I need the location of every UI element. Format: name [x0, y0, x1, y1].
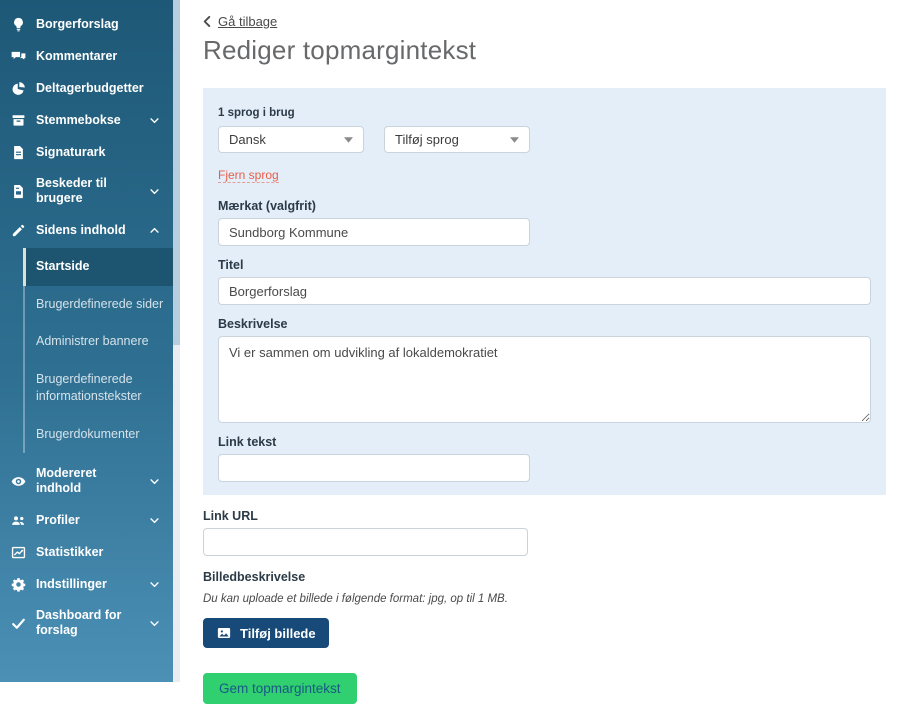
sidebar-item-label: Profiler: [36, 512, 80, 527]
lightbulb-icon: [10, 16, 27, 32]
image-description-label: Billedbeskrivelse: [203, 570, 306, 584]
add-image-button-label: Tilføj billede: [240, 625, 316, 641]
sidebar-item-label: Kommentarer: [36, 48, 118, 63]
title-field-label: Titel: [218, 258, 244, 272]
title-field-input[interactable]: [218, 277, 871, 305]
sidebar-item-sidens-indhold[interactable]: Sidens indhold: [0, 214, 173, 246]
description-field-group: Beskrivelse Vi er sammen om udvikling af…: [218, 317, 871, 423]
label-field-label: Mærkat (valgfrit): [218, 199, 316, 213]
caret-down-icon: [510, 136, 519, 143]
pie-chart-icon: [10, 80, 27, 96]
sidebar-subitem-startside[interactable]: Startside: [23, 248, 173, 286]
sidebar-subitem-brugerdefinerede-sider[interactable]: Brugerdefinerede sider: [36, 296, 164, 311]
description-field-textarea[interactable]: Vi er sammen om udvikling af lokaldemokr…: [218, 336, 871, 423]
sidebar-item-modereret-indhold[interactable]: Modereret indhold: [0, 458, 173, 504]
pencil-icon: [10, 222, 27, 238]
sidebar-item-indstillinger[interactable]: Indstillinger: [0, 568, 173, 600]
add-language-select[interactable]: Tilføj sprog: [384, 126, 530, 153]
page-title: Rediger topmargintekst: [203, 35, 477, 65]
sidebar-item-signaturark[interactable]: Signaturark: [0, 136, 173, 168]
sidebar-item-label: Borgerforslag: [36, 16, 119, 31]
sidebar-item-dashboard-for-forslag[interactable]: Dashboard for forslag: [0, 600, 173, 646]
sidebar-scrollbar-thumb[interactable]: [173, 0, 180, 345]
sidebar-item-label: Modereret indhold: [36, 466, 97, 495]
language-select[interactable]: Dansk: [218, 126, 364, 153]
language-select-value: Dansk: [229, 132, 266, 147]
eye-icon: [10, 473, 27, 489]
archive-icon: [10, 112, 27, 128]
sidebar-item-label: Indstillinger: [36, 576, 107, 591]
link-text-field-group: Link tekst: [218, 435, 871, 482]
languages-in-use-label: 1 sprog i brug: [218, 107, 295, 119]
add-language-select-value: Tilføj sprog: [395, 132, 459, 147]
main-content: Gå tilbage Rediger topmargintekst 1 spro…: [180, 0, 900, 704]
sidebar-item-stemmebokse[interactable]: Stemmebokse: [0, 104, 173, 136]
language-selects-row: Dansk Tilføj sprog: [218, 126, 871, 153]
image-upload-hint: Du kan uploade et billede i følgende for…: [203, 593, 508, 605]
sidebar-submenu: Startside Brugerdefinerede sider Adminis…: [23, 248, 173, 453]
sidebar-item-borgerforslag[interactable]: Borgerforslag: [0, 8, 173, 40]
sidebar-item-label: Statistikker: [36, 544, 104, 559]
sidebar-item-kommentarer[interactable]: Kommentarer: [0, 40, 173, 72]
go-back-link[interactable]: Gå tilbage: [218, 14, 278, 29]
sidebar-subitem-administrer-bannere[interactable]: Administrer bannere: [36, 334, 149, 348]
sidebar-item-label: Deltagerbudgetter: [36, 80, 144, 95]
sidebar-item-label: Signaturark: [36, 144, 106, 159]
sidebar-item-label: Dashboard for forslag: [36, 608, 122, 637]
chevron-left-icon: [203, 16, 211, 27]
users-icon: [10, 512, 27, 528]
file-invoice-icon: [10, 183, 27, 199]
language-form-panel: 1 sprog i brug Dansk Tilføj sprog Fjern …: [203, 88, 886, 495]
chevron-up-icon: [149, 225, 161, 236]
chart-line-icon: [10, 544, 27, 560]
comments-icon: [10, 48, 27, 64]
sidebar-subitem-brugerdokumenter[interactable]: Brugerdokumenter: [36, 426, 140, 441]
check-icon: [10, 615, 27, 631]
back-row: Gå tilbage: [203, 14, 886, 29]
label-field-input[interactable]: [218, 218, 530, 246]
sidebar-item-statistikker[interactable]: Statistikker: [0, 536, 173, 568]
remove-language-link[interactable]: Fjern sprog: [218, 168, 279, 184]
save-button-label: Gem topmargintekst: [219, 681, 341, 696]
link-url-field-input[interactable]: [203, 528, 528, 556]
chevron-down-icon: [149, 476, 161, 487]
link-text-field-input[interactable]: [218, 454, 530, 482]
description-field-label: Beskrivelse: [218, 317, 288, 331]
sidebar-item-label: Stemmebokse: [36, 112, 121, 127]
link-text-field-label: Link tekst: [218, 435, 277, 449]
image-icon: [216, 626, 232, 640]
gear-icon: [10, 576, 27, 592]
add-image-button[interactable]: Tilføj billede: [203, 618, 329, 648]
label-field-group: Mærkat (valgfrit): [218, 199, 871, 246]
title-field-group: Titel: [218, 258, 871, 305]
chevron-down-icon: [149, 515, 161, 526]
chevron-down-icon: [149, 115, 161, 126]
sidebar-item-profiler[interactable]: Profiler: [0, 504, 173, 536]
image-description-section: Billedbeskrivelse Du kan uploade et bill…: [203, 570, 886, 648]
sidebar-item-deltagerbudgetter[interactable]: Deltagerbudgetter: [0, 72, 173, 104]
file-icon: [10, 144, 27, 160]
sidebar-item-label: Sidens indhold: [36, 222, 126, 237]
caret-down-icon: [344, 136, 353, 143]
chevron-down-icon: [149, 186, 161, 197]
chevron-down-icon: [149, 618, 161, 629]
sidebar-item-label: Beskeder til brugere: [36, 176, 107, 205]
sidebar: Borgerforslag Kommentarer Deltagerbudget…: [0, 0, 180, 682]
sidebar-item-beskeder-til-brugere[interactable]: Beskeder til brugere: [0, 168, 173, 214]
chevron-down-icon: [149, 579, 161, 590]
sidebar-subitem-brugerdefinerede-informationstekster[interactable]: Brugerdefinerede informationstekster: [36, 371, 142, 404]
link-url-field-label: Link URL: [203, 509, 258, 523]
link-url-field-group: Link URL: [203, 509, 886, 556]
save-button[interactable]: Gem topmargintekst: [203, 673, 357, 704]
